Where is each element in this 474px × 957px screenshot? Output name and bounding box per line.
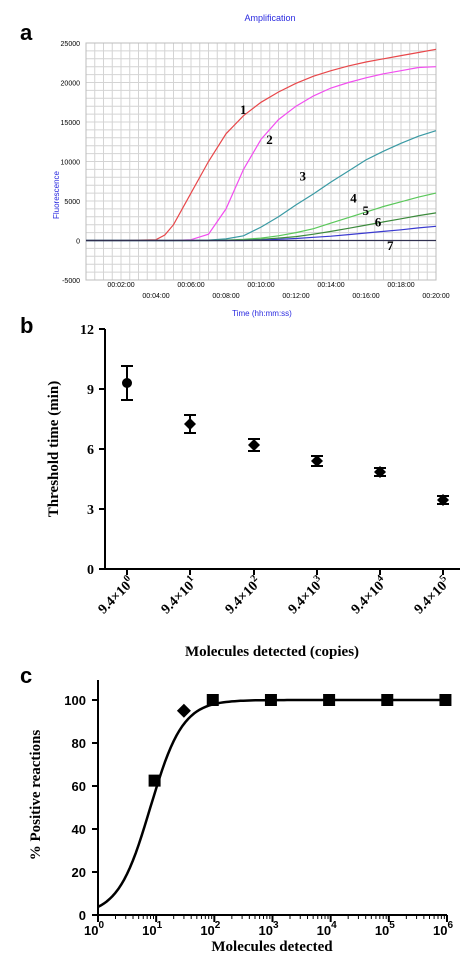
chart-c-x-ticks: 100 101 102 103 104 105 106 <box>84 915 453 938</box>
chart-b-xlabel: Molecules detected (copies) <box>185 644 359 660</box>
x-tick-label: 00:14:00 <box>317 282 344 289</box>
x-tick-label: 9.4×102 <box>221 573 265 617</box>
chart-b-y-ticks: 0 3 6 9 12 <box>80 323 105 578</box>
chart-c-ylabel: % Positive reactions <box>28 730 44 861</box>
y-tick-label: 9 <box>87 383 94 398</box>
x-tick-label: 00:18:00 <box>387 282 414 289</box>
chart-a-x-ticks: 00:02:00 00:04:00 00:06:00 00:08:00 00:10:00… <box>107 282 449 300</box>
x-tick-label: 00:06:00 <box>177 282 204 289</box>
x-tick-label: 9.4×103 <box>284 573 328 617</box>
chart-b-points <box>121 365 449 506</box>
x-tick-label: 101 <box>142 920 162 938</box>
series-line-1 <box>86 48 437 242</box>
data-point <box>439 694 452 706</box>
y-tick-label: 12 <box>80 323 94 338</box>
data-point <box>148 774 161 787</box>
panel-a-letter: a <box>20 20 33 45</box>
y-tick-label: 10000 <box>61 160 81 167</box>
positive-reactions-chart: % Positive reactions Molecules detected … <box>28 680 453 955</box>
data-point <box>206 694 219 706</box>
x-tick-label: 9.4×100 <box>94 573 138 617</box>
x-tick-label: 104 <box>317 920 337 938</box>
series-label-2: 2 <box>266 132 273 147</box>
series-label-4: 4 <box>350 191 357 206</box>
y-tick-label: 3 <box>87 503 94 518</box>
data-point <box>323 694 336 706</box>
y-tick-label: 100 <box>64 693 86 708</box>
y-tick-label: 80 <box>72 736 86 751</box>
data-point <box>264 694 277 706</box>
x-tick-label: 00:10:00 <box>247 282 274 289</box>
threshold-time-chart: Threshold time (min) Molecules detected … <box>46 323 460 660</box>
x-tick-label: 100 <box>84 920 104 938</box>
x-tick-label: 00:20:00 <box>422 293 449 300</box>
y-tick-label: 5000 <box>64 199 80 206</box>
data-point <box>248 439 260 451</box>
x-tick-label: 106 <box>433 920 453 938</box>
data-point <box>374 466 386 478</box>
y-tick-label: 20 <box>72 865 86 880</box>
x-tick-label: 105 <box>375 920 395 938</box>
chart-a-title: Amplification <box>244 13 295 23</box>
y-tick-label: 25000 <box>61 41 81 48</box>
plot-frame <box>85 42 437 281</box>
chart-b-ylabel: Threshold time (min) <box>46 381 62 517</box>
y-tick-label: 6 <box>87 443 94 458</box>
data-point <box>122 378 132 388</box>
data-point <box>437 494 449 506</box>
chart-a-xlabel: Time (hh:mm:ss) <box>232 309 292 318</box>
data-point <box>381 694 394 706</box>
data-point <box>184 418 196 430</box>
series-label-7: 7 <box>387 238 394 253</box>
x-tick-label: 00:08:00 <box>212 293 239 300</box>
x-tick-label: 103 <box>258 920 278 938</box>
series-label-1: 1 <box>240 102 247 117</box>
series-label-3: 3 <box>300 168 307 183</box>
series-label-5: 5 <box>363 203 370 218</box>
panel-b-letter: b <box>20 313 33 338</box>
data-point <box>311 455 323 467</box>
series-label-6: 6 <box>375 214 382 229</box>
y-tick-label: 60 <box>72 779 86 794</box>
x-tick-label: 00:04:00 <box>142 293 169 300</box>
chart-a-grid <box>85 42 437 281</box>
chart-c-points <box>148 694 452 787</box>
chart-c-xlabel: Molecules detected <box>211 939 333 955</box>
x-tick-label: 9.4×105 <box>410 573 454 617</box>
y-tick-label: 15000 <box>61 120 81 127</box>
x-tick-label: 9.4×104 <box>347 573 391 617</box>
x-tick-label: 00:12:00 <box>282 293 309 300</box>
chart-a-ylabel: Fluorescence <box>52 170 61 219</box>
y-tick-label: 0 <box>79 908 86 923</box>
data-point <box>176 703 191 718</box>
y-tick-label: 20000 <box>61 81 81 88</box>
fit-curve <box>97 698 447 909</box>
x-tick-label: 00:16:00 <box>352 293 379 300</box>
y-tick-label: 0 <box>76 239 80 246</box>
amplification-chart: Amplification Time (hh:mm:ss) Fluorescen… <box>52 13 450 318</box>
chart-b-x-ticks: 9.4×100 9.4×101 9.4×102 9.4×103 9.4×104 9.4×1… <box>94 569 454 617</box>
chart-c-y-ticks: 0 20 40 60 80 100 <box>64 693 98 923</box>
x-tick-label: 102 <box>200 920 220 938</box>
chart-c-fit <box>97 698 447 909</box>
chart-a-y-ticks: 25000 20000 15000 10000 5000 0 -5000 <box>61 41 81 285</box>
y-tick-label: -5000 <box>62 278 80 285</box>
x-tick-label: 9.4×101 <box>157 573 201 617</box>
panel-c-letter: c <box>20 663 32 688</box>
y-tick-label: 0 <box>87 563 94 578</box>
x-tick-label: 00:02:00 <box>107 282 134 289</box>
y-tick-label: 40 <box>72 822 86 837</box>
